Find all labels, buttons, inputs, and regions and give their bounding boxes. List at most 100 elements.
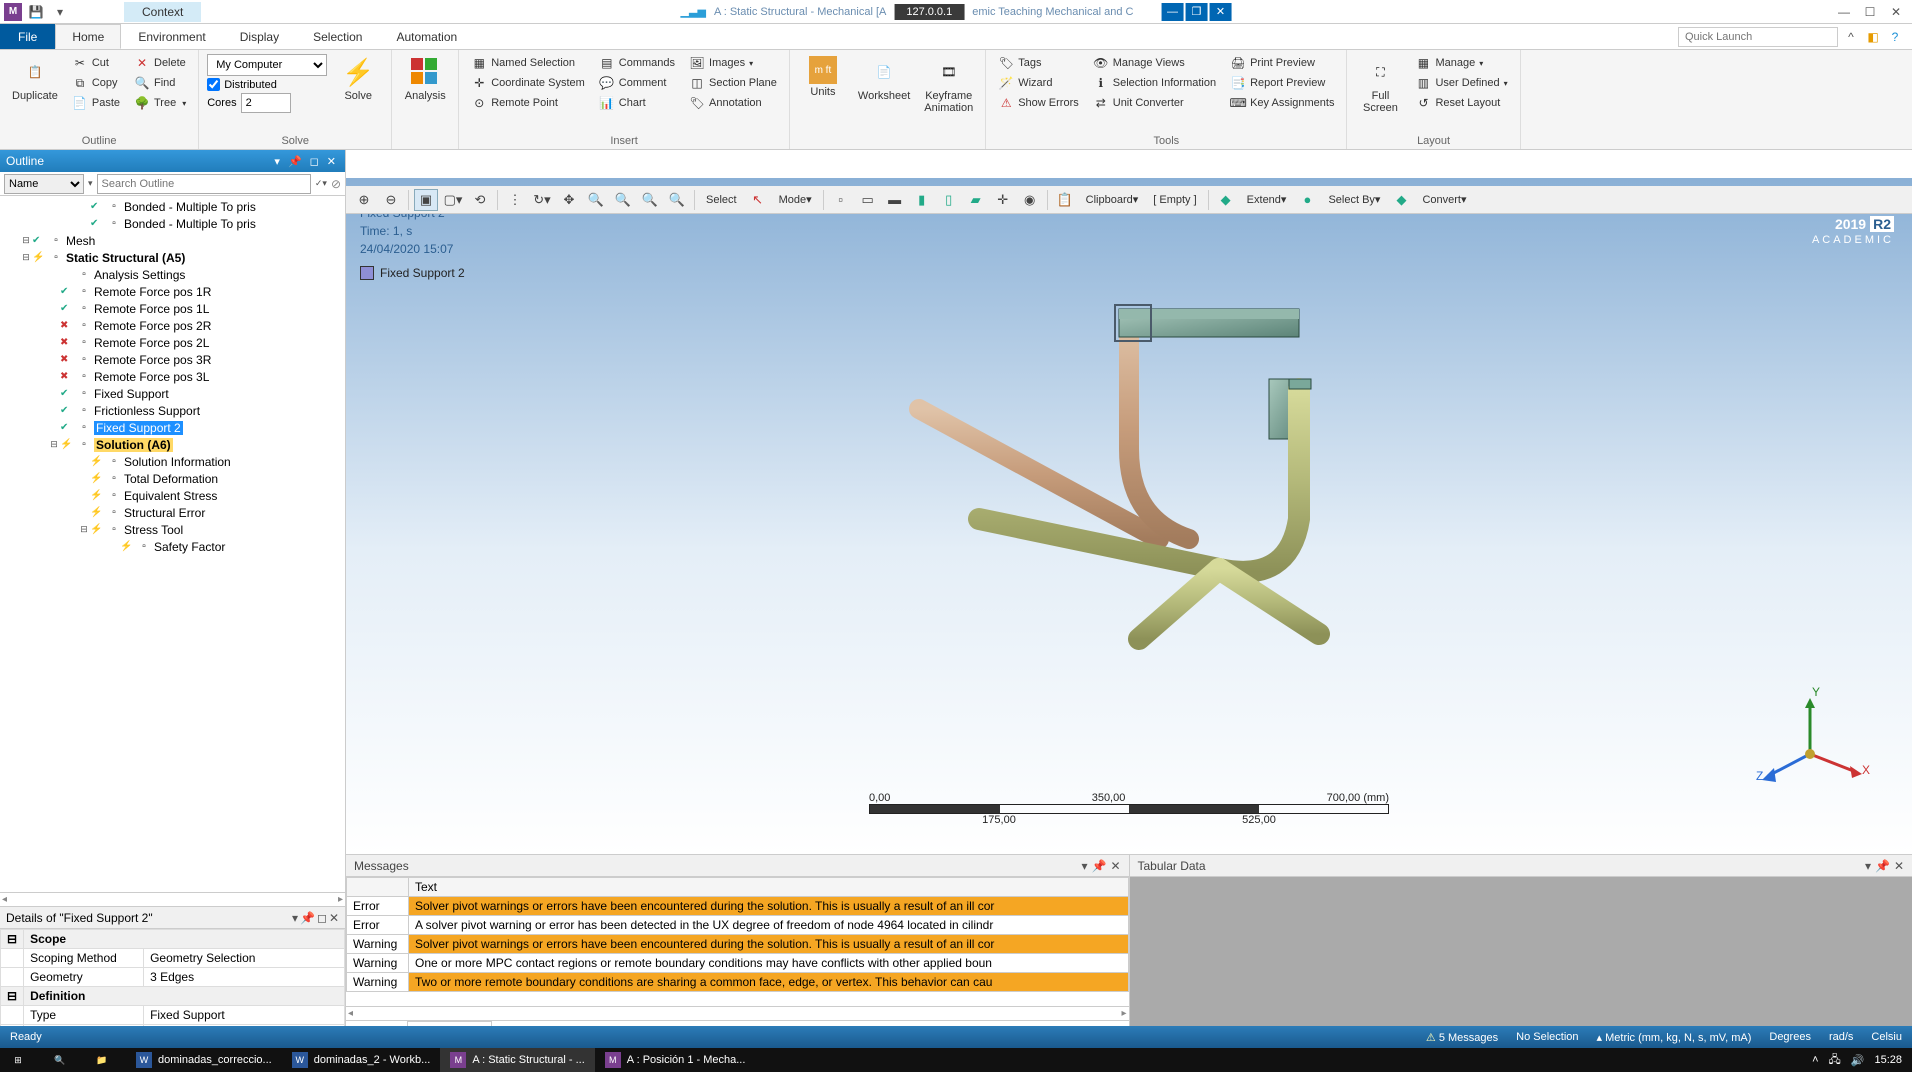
selection-info-button[interactable]: ℹSelection Information <box>1089 74 1220 92</box>
key-assignments-button[interactable]: ⌨Key Assignments <box>1226 94 1338 112</box>
copy-button[interactable]: ⧉Copy <box>68 74 124 92</box>
outline-undock-icon[interactable]: ◻ <box>307 155 322 168</box>
outline-clear-icon[interactable]: ⊘ <box>331 177 341 191</box>
status-messages[interactable]: ⚠ 5 Messages <box>1426 1031 1498 1044</box>
inner-minimize-icon[interactable]: — <box>1161 3 1183 21</box>
outline-search-input[interactable] <box>97 174 311 194</box>
iso2-icon[interactable]: ▢▾ <box>441 189 465 211</box>
distributed-checkbox[interactable]: Distributed <box>207 78 327 91</box>
tree-node[interactable]: ✖▫Remote Force pos 2R <box>0 317 345 334</box>
sel-probe-icon[interactable]: ◉ <box>1018 189 1042 211</box>
manage-layout-button[interactable]: ▦Manage▾ <box>1411 54 1511 72</box>
annotation-button[interactable]: 🏷Annotation <box>685 94 781 112</box>
section-plane-button[interactable]: ◫Section Plane <box>685 74 781 92</box>
sel-point-icon[interactable]: ▫ <box>829 189 853 211</box>
cursor-icon[interactable]: ↖ <box>746 189 770 211</box>
tree-node[interactable]: ⊟⚡▫Solution (A6) <box>0 436 345 453</box>
print-preview-button[interactable]: 🖨Print Preview <box>1226 54 1338 72</box>
context-tab[interactable]: Context <box>124 2 201 22</box>
details-row[interactable]: Geometry3 Edges <box>1 968 345 987</box>
ribbon-tab-automation[interactable]: Automation <box>379 24 474 49</box>
system-tray[interactable]: ˄ 🖧 🔊 15:28 <box>1802 1051 1912 1070</box>
tree-node[interactable]: ⊟⚡▫Stress Tool <box>0 521 345 538</box>
units-button[interactable]: m ftUnits <box>798 54 848 100</box>
tree-node[interactable]: ⚡▫Equivalent Stress <box>0 487 345 504</box>
outline-dropdown-icon[interactable]: ▾ <box>271 155 283 168</box>
tray-chevron-icon[interactable]: ˄ <box>1812 1054 1818 1066</box>
sel-node-icon[interactable]: ▯ <box>937 189 961 211</box>
sel-pan-icon[interactable]: ✥ <box>557 189 581 211</box>
zoom-box-icon[interactable]: 🔍 <box>611 189 635 211</box>
tree-node[interactable]: ⊟✔▫Mesh <box>0 232 345 249</box>
triad[interactable]: Y X Z <box>1752 684 1872 794</box>
tree-node[interactable]: ⚡▫Total Deformation <box>0 470 345 487</box>
tray-volume-icon[interactable]: 🔊 <box>1851 1054 1865 1067</box>
help-icon[interactable]: ? <box>1886 28 1904 46</box>
comment-button[interactable]: 💬Comment <box>595 74 679 92</box>
message-row[interactable]: WarningSolver pivot warnings or errors h… <box>347 935 1129 954</box>
tabular-pin-icon[interactable]: 📌 <box>1875 859 1890 873</box>
tree-node[interactable]: ✔▫Fixed Support <box>0 385 345 402</box>
tree-node[interactable]: ✔▫Bonded - Multiple To pris <box>0 198 345 215</box>
sel-body-icon[interactable]: ▮ <box>910 189 934 211</box>
reset-layout-button[interactable]: ↺Reset Layout <box>1411 94 1511 112</box>
sel-edge-icon[interactable]: ▭ <box>856 189 880 211</box>
messages-pin-icon[interactable]: 📌 <box>1091 859 1106 873</box>
taskbar-item[interactable]: Wdominadas_2 - Workb... <box>282 1048 441 1072</box>
coord-sys-button[interactable]: ✛Coordinate System <box>467 74 589 92</box>
details-row[interactable]: TypeFixed Support <box>1 1006 345 1025</box>
messages-col-text[interactable]: Text <box>409 878 1129 897</box>
outline-scrollbar[interactable]: ◂▸ <box>0 892 345 906</box>
inner-close-icon[interactable]: ✕ <box>1209 3 1231 21</box>
zoom-in-icon[interactable]: 🔍 <box>584 189 608 211</box>
tree-node[interactable]: ✖▫Remote Force pos 3L <box>0 368 345 385</box>
minimize-icon[interactable]: — <box>1832 2 1856 22</box>
outline-filter-dropdown-icon[interactable]: ▾ <box>88 178 93 189</box>
messages-col-type[interactable] <box>347 878 409 897</box>
cores-input[interactable] <box>241 93 291 113</box>
quick-launch-notif-icon[interactable]: ◧ <box>1864 28 1882 46</box>
extend-icon[interactable]: ◆ <box>1214 189 1238 211</box>
analysis-button[interactable]: Analysis <box>400 54 450 104</box>
status-units[interactable]: ▴ Metric (mm, kg, N, s, mV, mA) <box>1597 1031 1752 1044</box>
tree-node[interactable]: ✔▫Remote Force pos 1R <box>0 283 345 300</box>
taskbar-item[interactable]: MA : Posición 1 - Mecha... <box>595 1048 756 1072</box>
message-row[interactable]: WarningOne or more MPC contact regions o… <box>347 954 1129 973</box>
tree-node[interactable]: ▫Analysis Settings <box>0 266 345 283</box>
sel-rotate-icon[interactable]: ↻▾ <box>530 189 554 211</box>
details-undock-icon[interactable]: ◻ <box>317 911 327 925</box>
close-icon[interactable]: ✕ <box>1884 2 1908 22</box>
rotate-icon[interactable]: ⟲ <box>468 189 492 211</box>
viewport[interactable]: A: Static Structural Fixed Support 2 Tim… <box>346 178 1912 854</box>
show-errors-button[interactable]: ⚠Show Errors <box>994 94 1083 112</box>
tags-button[interactable]: 🏷Tags <box>994 54 1083 72</box>
quick-launch-input[interactable] <box>1678 27 1838 47</box>
ribbon-tab-display[interactable]: Display <box>223 24 296 49</box>
keyframe-button[interactable]: 🎞Keyframe Animation <box>920 54 977 116</box>
ribbon-tab-home[interactable]: Home <box>55 24 121 49</box>
zoom-out-icon[interactable]: 🔍 <box>638 189 662 211</box>
taskbar-item[interactable]: Wdominadas_correccio... <box>126 1048 282 1072</box>
remote-point-button[interactable]: ⊙Remote Point <box>467 94 589 112</box>
outline-close-icon[interactable]: ✕ <box>324 155 339 168</box>
sel-coord-icon[interactable]: ✛ <box>991 189 1015 211</box>
clipboard-icon[interactable]: 📋 <box>1053 189 1077 211</box>
tree-node[interactable]: ✔▫Remote Force pos 1L <box>0 300 345 317</box>
tree-node[interactable]: ✔▫Bonded - Multiple To pris <box>0 215 345 232</box>
taskbar-item[interactable]: MA : Static Structural - ... <box>440 1048 594 1072</box>
paste-button[interactable]: 📄Paste <box>68 94 124 112</box>
zoom-reset-icon[interactable]: ⊖ <box>379 189 403 211</box>
messages-dropdown-icon[interactable]: ▾ <box>1081 859 1087 873</box>
zoom-fit-icon[interactable]: ⊕ <box>352 189 376 211</box>
sel-elem-icon[interactable]: ▰ <box>964 189 988 211</box>
solve-button[interactable]: ⚡ Solve <box>333 54 383 104</box>
inner-restore-icon[interactable]: ❐ <box>1185 3 1207 21</box>
user-defined-button[interactable]: ▥User Defined▾ <box>1411 74 1511 92</box>
messages-close-icon[interactable]: ✕ <box>1110 859 1120 873</box>
compute-target-select[interactable]: My Computer <box>207 54 327 76</box>
outline-tree[interactable]: ✔▫Bonded - Multiple To pris✔▫Bonded - Mu… <box>0 196 345 892</box>
details-close-icon[interactable]: ✕ <box>329 911 339 925</box>
messages-table[interactable]: Text ErrorSolver pivot warnings or error… <box>346 877 1129 992</box>
taskbar-item[interactable]: ⊞ <box>0 1048 42 1072</box>
named-selection-button[interactable]: ▦Named Selection <box>467 54 589 72</box>
